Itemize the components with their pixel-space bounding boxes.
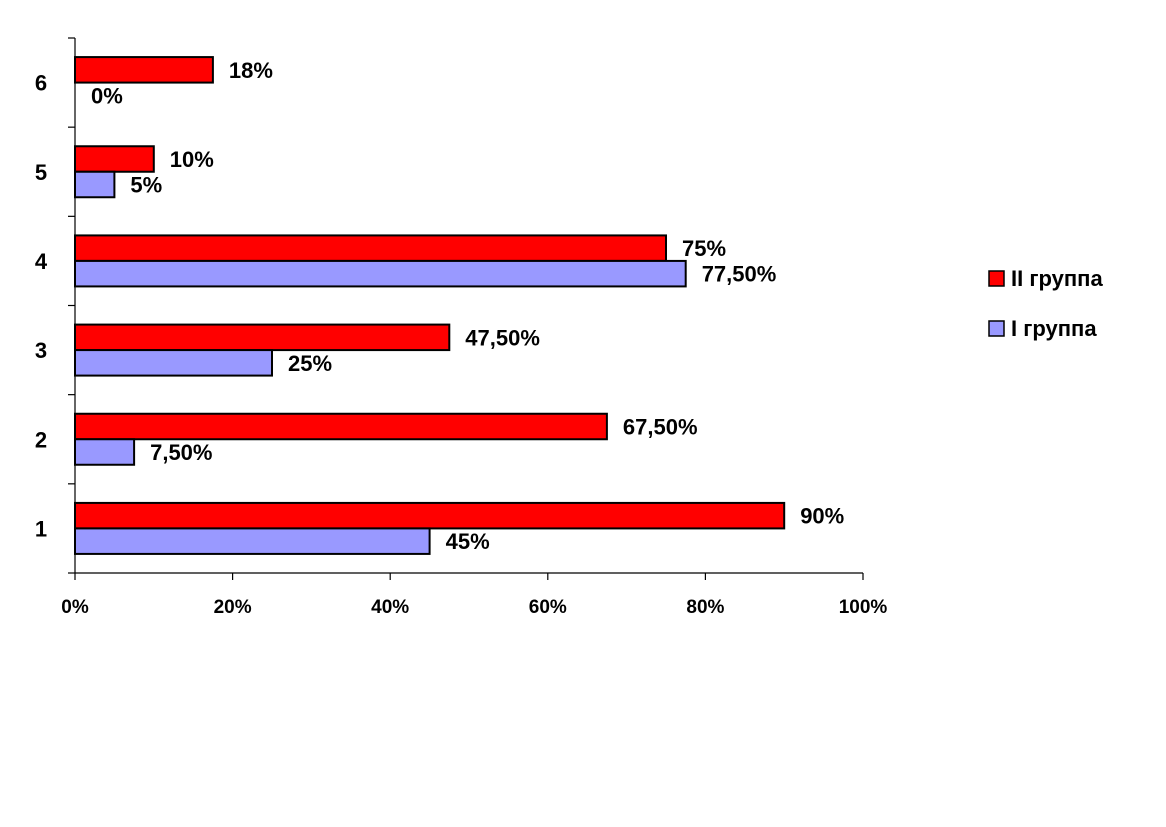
- x-tick-label: 0%: [61, 597, 89, 618]
- x-tick-label: 100%: [839, 597, 888, 618]
- legend-swatch: [988, 270, 1005, 287]
- x-tick-label: 60%: [529, 597, 567, 618]
- bar: [74, 527, 431, 555]
- y-category-label: 3: [35, 338, 47, 363]
- bar-data-label: 7,50%: [150, 440, 212, 465]
- bar-data-label: 10%: [170, 147, 214, 172]
- legend-entry-label: II группа: [1011, 266, 1103, 291]
- chart-data-labels: 90% 45% 67,50% 7,50% 47,50% 25% 75%77,50% 10% 5%…: [91, 58, 844, 554]
- x-tick-label: 40%: [371, 597, 409, 618]
- bar: [74, 145, 155, 173]
- bar: [74, 170, 116, 199]
- chart-axes: 0% 20% 40% 60% 80% 100% 1 2 3 4 5 6: [35, 37, 888, 618]
- bar-data-label: 45%: [446, 529, 490, 554]
- legend-swatch: [988, 320, 1005, 337]
- y-category-label: 4: [35, 249, 48, 274]
- bar: [74, 259, 687, 288]
- bar-data-label: 25%: [288, 351, 332, 376]
- bar-data-label: 67,50%: [623, 415, 698, 440]
- bar-data-label: 75%: [682, 236, 726, 261]
- bar: [74, 501, 786, 530]
- x-tick-label: 20%: [214, 597, 252, 618]
- bar-data-label: 47,50%: [465, 325, 540, 350]
- y-category-label: 1: [35, 516, 47, 541]
- legend-entry-label: I группа: [1011, 316, 1097, 341]
- x-tick-label: 80%: [686, 597, 724, 618]
- bar: [74, 412, 608, 441]
- bar-data-label: 77,50%: [702, 262, 777, 287]
- bar-data-label: 18%: [229, 58, 273, 83]
- y-category-label: 5: [35, 160, 47, 185]
- bar-data-label: 0%: [91, 83, 123, 108]
- bar: [74, 438, 136, 466]
- chart-bars: [74, 56, 786, 555]
- bar-data-label: 5%: [130, 173, 162, 198]
- bar: [74, 56, 214, 84]
- bar-data-label: 90%: [800, 504, 844, 529]
- bar: [74, 323, 451, 352]
- y-category-label: 2: [35, 427, 47, 452]
- bar: [74, 349, 273, 377]
- chart-legend: II группа I группа: [988, 266, 1103, 341]
- y-category-label: 6: [35, 71, 47, 96]
- bar: [74, 234, 667, 262]
